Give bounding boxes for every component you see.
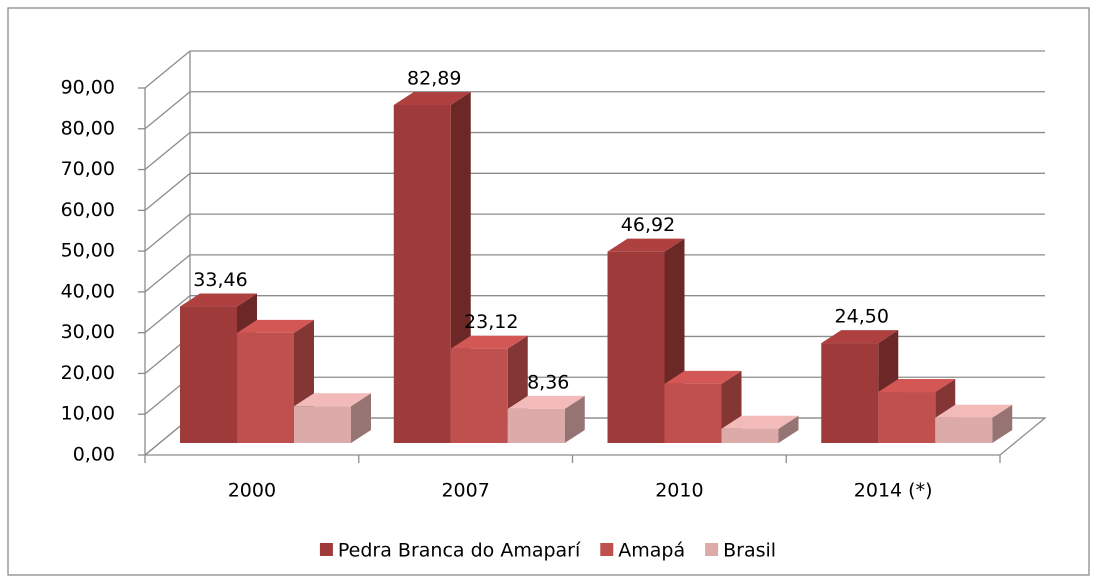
y-tick-label: 90,00 bbox=[61, 77, 115, 99]
data-label: 33,46 bbox=[193, 269, 247, 291]
y-tick-label: 60,00 bbox=[61, 199, 115, 221]
bar-top bbox=[180, 293, 257, 307]
y-tick-label: 40,00 bbox=[61, 280, 115, 302]
x-tick-label: 2000 bbox=[228, 480, 276, 502]
grid-line bbox=[144, 91, 191, 130]
data-label: 82,89 bbox=[407, 67, 461, 89]
bar-side bbox=[564, 395, 585, 443]
bar bbox=[935, 417, 993, 443]
grid-line bbox=[144, 213, 191, 252]
bar-top bbox=[393, 91, 471, 105]
x-tick-label: 2010 bbox=[655, 480, 703, 502]
bar bbox=[878, 392, 936, 443]
data-label: 23,12 bbox=[464, 311, 518, 333]
grid-line bbox=[144, 295, 191, 334]
grid-line bbox=[144, 254, 191, 293]
data-label: 24,50 bbox=[835, 306, 889, 328]
grid-line bbox=[144, 172, 191, 211]
bar-top bbox=[450, 335, 528, 349]
bar bbox=[294, 406, 351, 443]
legend-label: Pedra Branca do Amaparí bbox=[338, 540, 581, 562]
x-tick-label: 2014 (*) bbox=[854, 480, 933, 502]
bar-top bbox=[664, 370, 742, 384]
grid-line bbox=[144, 132, 191, 171]
data-label: 46,92 bbox=[621, 214, 675, 236]
bar bbox=[393, 104, 451, 444]
bar-side bbox=[351, 393, 371, 443]
grid-line bbox=[144, 50, 191, 89]
bar bbox=[721, 428, 779, 443]
bar-top bbox=[878, 379, 956, 393]
bar-top bbox=[821, 330, 899, 344]
chart-border bbox=[7, 7, 1090, 576]
y-tick-label: 20,00 bbox=[61, 362, 115, 384]
legend-swatch bbox=[319, 543, 333, 556]
y-tick-label: 50,00 bbox=[61, 240, 115, 262]
bar-top bbox=[935, 404, 1013, 418]
legend-label: Amapá bbox=[618, 540, 685, 562]
bar bbox=[450, 348, 508, 443]
bar bbox=[607, 251, 665, 443]
bar-top bbox=[507, 395, 585, 409]
bar-top bbox=[294, 393, 371, 407]
y-tick-label: 30,00 bbox=[61, 321, 115, 343]
legend-label: Brasil bbox=[723, 540, 776, 562]
data-label: 8,36 bbox=[527, 371, 569, 393]
bar-side bbox=[778, 415, 799, 443]
bar bbox=[237, 332, 294, 443]
x-tick-label: 2007 bbox=[441, 480, 489, 502]
bar-top bbox=[607, 238, 685, 252]
bar bbox=[664, 383, 722, 443]
bar-top bbox=[237, 319, 314, 333]
bar-top bbox=[721, 415, 799, 429]
y-tick-label: 10,00 bbox=[61, 403, 115, 425]
legend-swatch bbox=[600, 543, 614, 556]
bar bbox=[180, 306, 237, 443]
y-tick-label: 0,00 bbox=[73, 444, 115, 466]
y-tick-label: 80,00 bbox=[61, 117, 115, 139]
y-tick-label: 70,00 bbox=[61, 158, 115, 180]
legend-swatch bbox=[705, 543, 719, 556]
bar-side bbox=[992, 404, 1013, 443]
bar bbox=[821, 343, 879, 443]
bar bbox=[507, 408, 565, 443]
